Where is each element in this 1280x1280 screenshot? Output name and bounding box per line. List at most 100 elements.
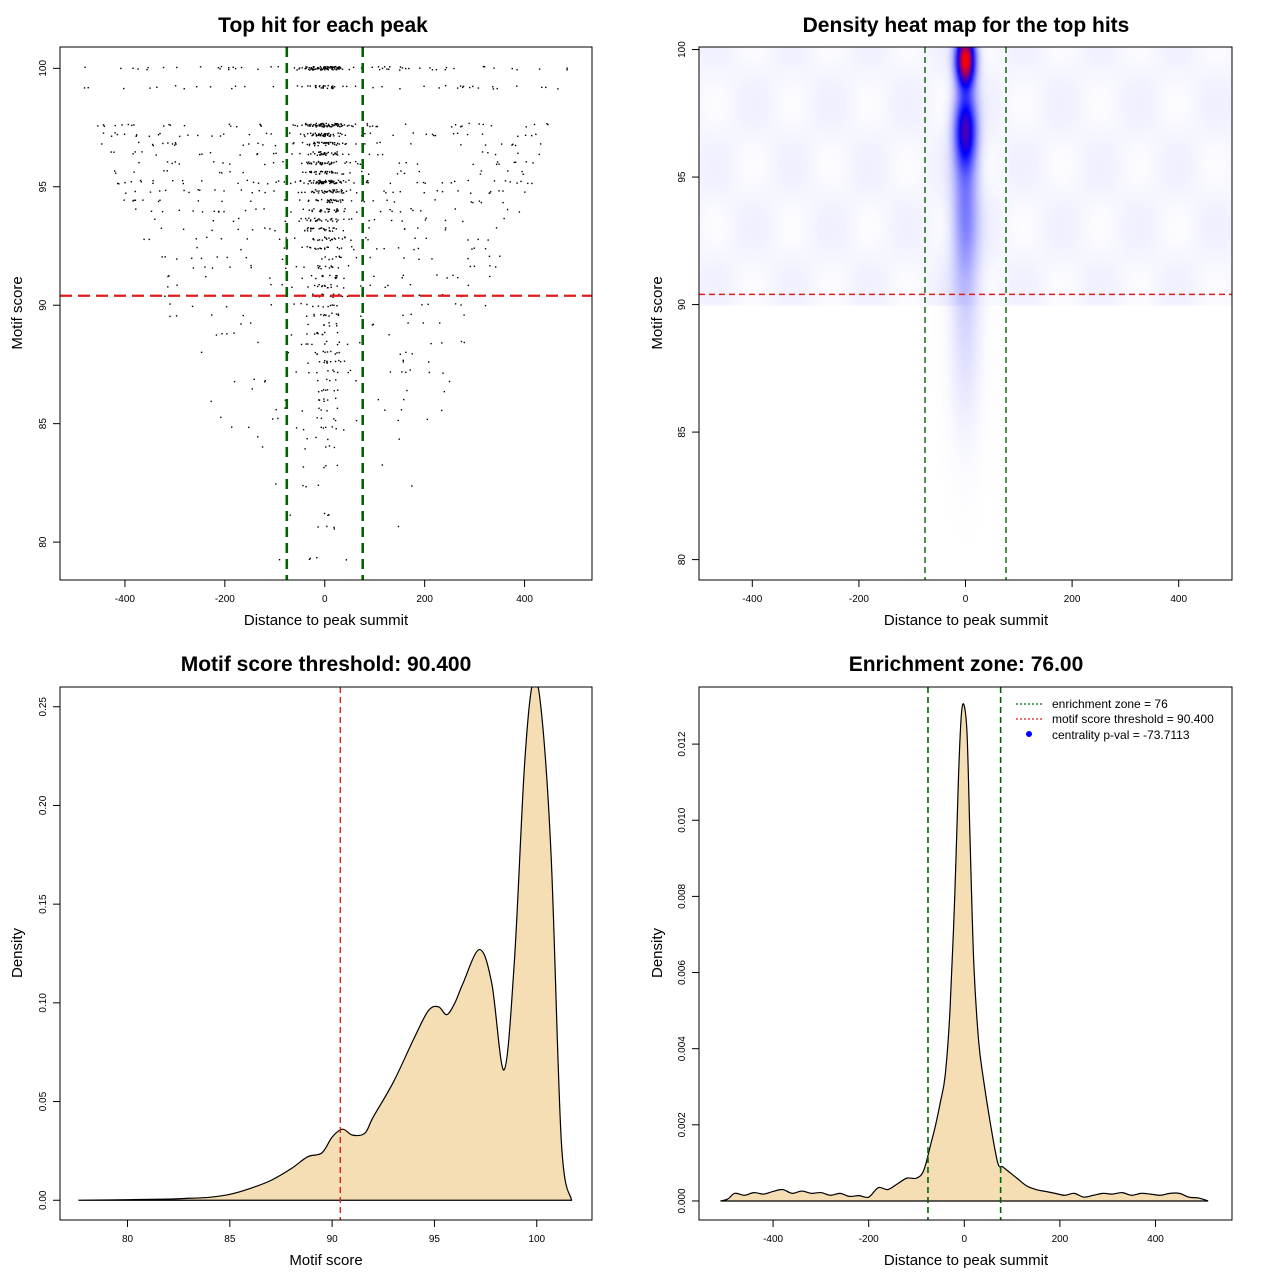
scatter-point bbox=[149, 87, 151, 89]
scatter-point bbox=[315, 133, 318, 136]
scatter-point bbox=[318, 407, 320, 410]
scatter-point bbox=[317, 66, 319, 69]
scatter-point bbox=[315, 436, 317, 439]
scatter-point bbox=[326, 87, 329, 90]
scatter-point bbox=[402, 361, 404, 363]
scatter-point bbox=[257, 68, 259, 71]
scatter-point bbox=[436, 274, 438, 276]
scatter-point bbox=[397, 419, 399, 422]
scatter-point bbox=[244, 209, 247, 212]
scatter-point bbox=[329, 201, 331, 204]
scatter-point bbox=[312, 134, 314, 136]
scatter-point bbox=[342, 153, 344, 155]
scatter-point bbox=[311, 134, 313, 137]
scatter-point bbox=[313, 313, 315, 316]
scatter-point bbox=[302, 466, 305, 468]
scatter-point bbox=[487, 239, 489, 241]
scatter-point bbox=[114, 172, 117, 174]
scatter-point bbox=[334, 152, 336, 154]
scatter-point bbox=[312, 124, 315, 126]
scatter-point bbox=[332, 153, 335, 156]
scatter-point bbox=[321, 239, 324, 241]
scatter-point bbox=[400, 170, 402, 172]
scatter-point bbox=[337, 314, 340, 317]
scatter-point bbox=[338, 143, 341, 145]
x-tick-label: 200 bbox=[1064, 594, 1081, 605]
scatter-point bbox=[425, 133, 428, 136]
scatter-point bbox=[320, 67, 322, 69]
scatter-point bbox=[320, 220, 323, 222]
scatter-point bbox=[326, 162, 328, 165]
scatter-point bbox=[114, 124, 116, 127]
scatter-point bbox=[317, 526, 319, 528]
scatter-point bbox=[304, 229, 306, 232]
scatter-point bbox=[323, 152, 325, 154]
scatter-point bbox=[125, 192, 127, 194]
scatter-point bbox=[113, 151, 115, 153]
scatter-point bbox=[405, 371, 407, 374]
scatter-point bbox=[315, 163, 317, 166]
scatter-point bbox=[157, 200, 160, 203]
scatter-point bbox=[331, 85, 334, 87]
scatter-point bbox=[210, 400, 212, 403]
scatter-point bbox=[305, 171, 307, 174]
scatter-point bbox=[327, 66, 329, 68]
scatter-point bbox=[448, 380, 451, 383]
scatter-point bbox=[323, 512, 326, 515]
scatter-point bbox=[313, 179, 315, 182]
scatter-point bbox=[176, 284, 178, 286]
scatter-point bbox=[317, 68, 319, 70]
scatter-point bbox=[329, 126, 331, 128]
scatter-point bbox=[372, 86, 374, 89]
scatter-point bbox=[288, 132, 291, 134]
scatter-point bbox=[327, 208, 330, 211]
scatter-point bbox=[410, 313, 412, 316]
scatter-point bbox=[318, 125, 321, 127]
scatter-point bbox=[472, 201, 474, 204]
scatter-point bbox=[103, 125, 106, 127]
scatter-point bbox=[356, 211, 358, 213]
scatter-point bbox=[298, 220, 300, 222]
scatter-point bbox=[277, 66, 280, 68]
scatter-point bbox=[468, 122, 470, 125]
scatter-point bbox=[336, 142, 339, 145]
scatter-point bbox=[226, 333, 228, 335]
scatter-point bbox=[275, 181, 277, 183]
scatter-point bbox=[480, 201, 483, 204]
scatter-point bbox=[323, 67, 325, 69]
scatter-point bbox=[133, 199, 135, 201]
scatter-point bbox=[299, 180, 301, 182]
scatter-point bbox=[416, 163, 419, 165]
scatter-point bbox=[313, 142, 316, 145]
scatter-point bbox=[487, 152, 489, 154]
scatter-point bbox=[272, 152, 275, 155]
scatter-point bbox=[324, 66, 326, 68]
scatter-point bbox=[336, 274, 338, 277]
scatter-point bbox=[334, 68, 336, 70]
scatter-point bbox=[327, 151, 329, 154]
scatter-point bbox=[412, 132, 414, 134]
scatter-point bbox=[312, 68, 315, 71]
scatter-point bbox=[313, 191, 315, 194]
scatter-point bbox=[316, 353, 318, 355]
scatter-point bbox=[324, 351, 326, 354]
scatter-point bbox=[318, 154, 321, 156]
scatter-point bbox=[305, 315, 308, 317]
scatter-point bbox=[320, 409, 322, 411]
scatter-point bbox=[531, 182, 533, 185]
scatter-point bbox=[174, 142, 177, 144]
scatter-point bbox=[229, 163, 231, 165]
y-tick-label: 0.10 bbox=[38, 993, 49, 1013]
scatter-point bbox=[240, 189, 243, 191]
scatter-point bbox=[324, 85, 326, 87]
scatter-point bbox=[310, 162, 312, 164]
scatter-point bbox=[324, 265, 327, 268]
scatter-point bbox=[343, 429, 345, 431]
scatter-point bbox=[354, 123, 357, 125]
scatter-point bbox=[402, 359, 404, 362]
x-tick-label: -400 bbox=[115, 594, 135, 605]
scatter-point bbox=[251, 388, 254, 390]
scatter-point bbox=[320, 125, 322, 127]
scatter-point bbox=[169, 303, 171, 305]
scatter-point bbox=[328, 199, 330, 202]
